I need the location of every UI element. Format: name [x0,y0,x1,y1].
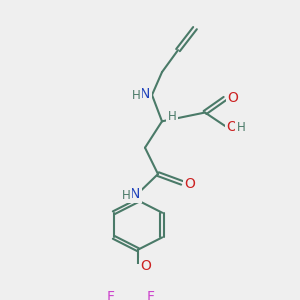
Text: O: O [226,121,237,134]
Text: N: N [130,187,140,201]
Text: O: O [141,260,152,273]
Text: H: H [237,121,245,134]
Text: H: H [168,110,176,123]
Text: O: O [228,92,238,106]
Text: F: F [107,290,115,300]
Text: H: H [122,189,130,202]
Text: N: N [140,87,150,101]
Text: F: F [147,290,155,300]
Text: O: O [184,177,195,191]
Text: H: H [132,89,140,102]
